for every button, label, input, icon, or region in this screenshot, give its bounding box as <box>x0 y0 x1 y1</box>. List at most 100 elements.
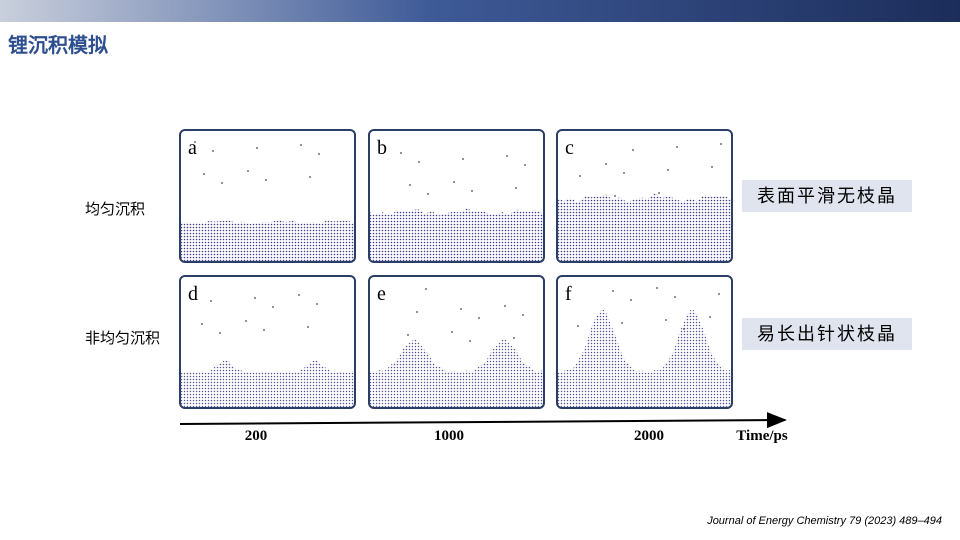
ion-dot <box>416 311 418 313</box>
deposit-top <box>369 338 544 408</box>
ion-dot <box>469 340 471 342</box>
ion-dot <box>462 158 464 160</box>
deposit-top <box>180 358 355 408</box>
ion-dot <box>407 334 409 336</box>
ion-dot <box>674 296 676 298</box>
ion-dot <box>265 179 267 181</box>
ion-dot <box>718 293 720 295</box>
caption-box <box>742 180 912 212</box>
ion-dot <box>453 181 455 183</box>
deposit-top <box>557 308 732 408</box>
ion-dot <box>316 303 318 305</box>
ion-dot <box>263 329 265 331</box>
ion-dot <box>612 290 614 292</box>
header-bar <box>0 0 960 22</box>
ion-dot <box>506 155 508 157</box>
ion-dot <box>272 306 274 308</box>
panel: f <box>556 275 733 409</box>
panel-label: e <box>377 283 386 305</box>
ion-dot <box>522 314 524 316</box>
ion-dot <box>460 308 462 310</box>
ion-dot <box>309 176 311 178</box>
ion-dot <box>247 170 249 172</box>
time-tick: 2000 <box>634 428 664 444</box>
panel-label: b <box>377 137 387 159</box>
panel: d <box>179 275 356 409</box>
ion-dot <box>300 144 302 146</box>
ion-dot <box>245 320 247 322</box>
ion-dot <box>478 317 480 319</box>
ion-dot <box>298 294 300 296</box>
ion-dot <box>632 149 634 151</box>
ion-dot <box>711 166 713 168</box>
ion-dot <box>418 161 420 163</box>
panel-label: f <box>565 283 572 305</box>
ion-dot <box>630 299 632 301</box>
ion-dot <box>614 195 616 197</box>
caption: 易长出针状枝晶 <box>757 324 897 344</box>
time-tick: 1000 <box>434 428 464 444</box>
panel-frame <box>368 275 545 409</box>
ion-dot <box>656 287 658 289</box>
ion-dot <box>210 300 212 302</box>
ion-dot <box>203 173 205 175</box>
citation: Journal of Energy Chemistry 79 (2023) 48… <box>706 515 942 527</box>
ion-dot <box>579 175 581 177</box>
panel: c <box>556 129 733 263</box>
ion-dot <box>254 297 256 299</box>
ion-dot <box>201 323 203 325</box>
ion-dot <box>409 184 411 186</box>
panel-label: d <box>188 283 198 305</box>
ion-dot <box>709 316 711 318</box>
ion-dot <box>471 190 473 192</box>
panels: a b c d e f <box>179 129 733 409</box>
ion-dot <box>427 193 429 195</box>
deposit <box>557 193 732 262</box>
panel-frame <box>368 129 545 263</box>
ion-dot <box>400 152 402 154</box>
ion-dot <box>212 150 214 152</box>
time-arrow <box>179 412 787 429</box>
row-label: 均匀沉积 <box>85 200 145 218</box>
ion-dot <box>667 169 669 171</box>
ion-dot <box>676 146 678 148</box>
panel-label: c <box>565 137 574 159</box>
panel-frame <box>179 275 356 409</box>
row-label: 非均匀沉积 <box>85 329 160 347</box>
ion-dot <box>515 187 517 189</box>
ion-dot <box>307 326 309 328</box>
ion-dot <box>605 163 607 165</box>
time-axis-label: Time/ps <box>736 428 788 444</box>
caption-box <box>742 318 912 350</box>
ion-dot <box>219 332 221 334</box>
panel-frame <box>179 129 356 263</box>
ion-dot <box>720 143 722 145</box>
ion-dot <box>425 288 427 290</box>
ion-dot <box>524 164 526 166</box>
ion-dot <box>621 322 623 324</box>
panel: e <box>368 275 545 409</box>
ion-dot <box>513 337 515 339</box>
deposit <box>369 208 544 262</box>
ion-dot <box>623 172 625 174</box>
caption: 表面平滑无枝晶 <box>757 186 897 206</box>
ion-dot <box>504 305 506 307</box>
ion-dot <box>451 331 453 333</box>
ion-dot <box>221 182 223 184</box>
panel: b <box>368 129 545 263</box>
panel-frame <box>556 129 733 263</box>
ion-dot <box>683 328 685 330</box>
ion-dot <box>318 153 320 155</box>
deposit <box>180 219 355 262</box>
panel-frame <box>556 275 733 409</box>
ion-dot <box>577 325 579 327</box>
panel-label: a <box>188 137 197 159</box>
panel: a <box>179 129 356 263</box>
ion-dot <box>658 192 660 194</box>
ion-dot <box>194 141 196 143</box>
ion-dot <box>665 319 667 321</box>
time-tick: 200 <box>245 428 268 444</box>
ion-dot <box>256 147 258 149</box>
